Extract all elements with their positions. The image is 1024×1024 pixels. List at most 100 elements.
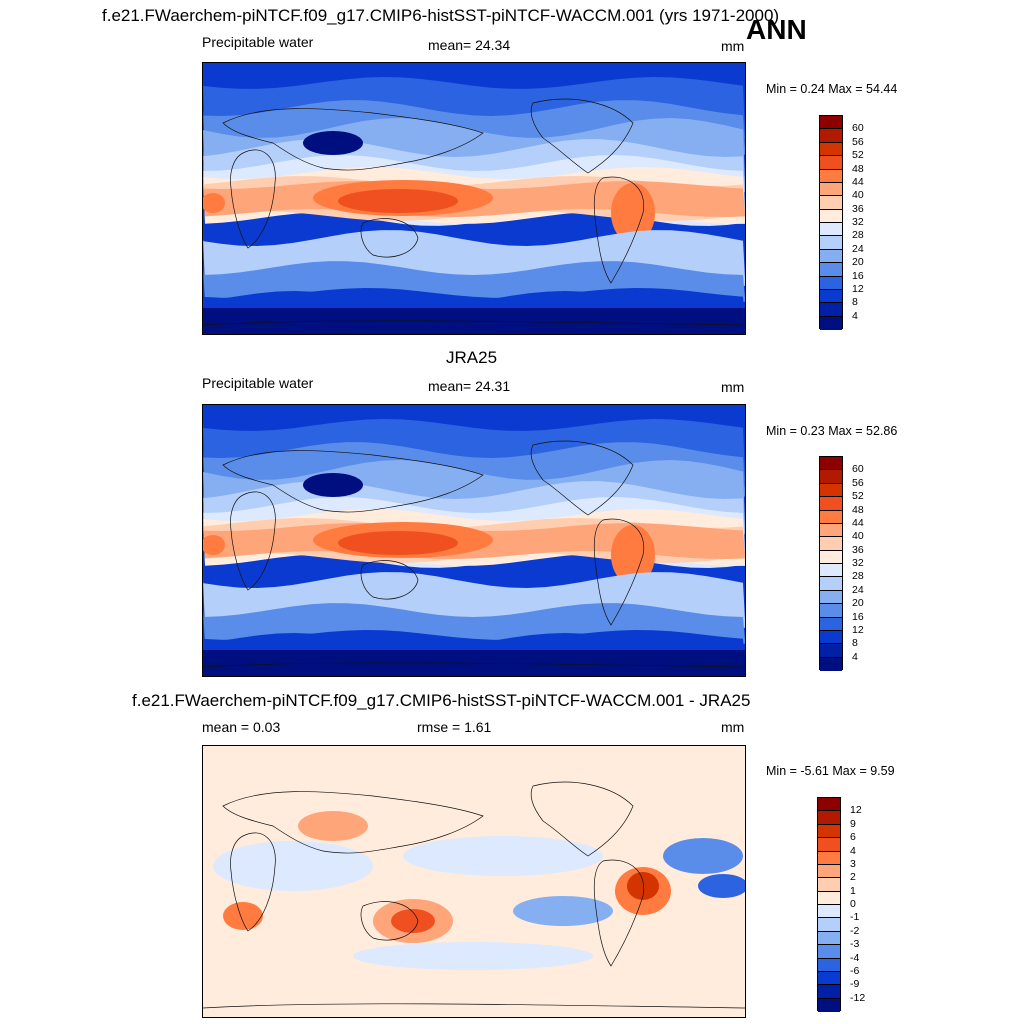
colorbar-tick-label: 40 — [852, 530, 864, 543]
colorbar-swatch — [820, 483, 842, 498]
colorbar-swatch — [818, 905, 840, 919]
colorbar-tick-label: 36 — [852, 202, 864, 215]
colorbar-swatch — [820, 590, 842, 605]
colorbar-tick-label: 4 — [850, 844, 856, 857]
panel3-map — [202, 745, 746, 1018]
colorbar-swatch — [820, 276, 842, 290]
colorbar-swatch — [820, 249, 842, 264]
colorbar-tick-label: 48 — [852, 162, 864, 175]
colorbar-tick-label: 44 — [852, 175, 864, 188]
colorbar-tick-label: 4 — [852, 309, 858, 322]
colorbar-swatch — [818, 838, 840, 852]
colorbar-tick-label: 8 — [852, 637, 858, 650]
colorbar-tick-label: 24 — [852, 242, 864, 255]
colorbar-tick-label: 16 — [852, 610, 864, 623]
panel3-mean-label: mean = 0.03 — [202, 719, 281, 735]
season-label: ANN — [746, 14, 807, 45]
colorbar-tick-label: 32 — [852, 557, 864, 569]
colorbar-swatch — [820, 657, 842, 671]
panel3-title: f.e21.FWaerchem-piNTCF.f09_g17.CMIP6-his… — [132, 691, 751, 710]
colorbar-tick-label: 48 — [852, 503, 864, 516]
colorbar-swatch — [820, 209, 842, 223]
colorbar-swatch — [820, 577, 842, 591]
colorbar-swatch — [820, 156, 842, 170]
colorbar-swatch — [820, 116, 842, 130]
colorbar-tick-label: -6 — [850, 964, 860, 977]
colorbar-swatch — [818, 985, 840, 999]
panel3-rmse-label: rmse = 1.61 — [417, 719, 492, 735]
colorbar-tick-label: -3 — [850, 938, 860, 951]
colorbar-tick-label: 40 — [852, 189, 864, 202]
colorbar-tick-label: 60 — [852, 122, 864, 135]
colorbar-swatch — [820, 263, 842, 277]
colorbar-swatch — [818, 931, 840, 946]
panel2-title: JRA25 — [446, 348, 498, 367]
colorbar-swatch — [820, 169, 842, 183]
colorbar-swatch — [818, 798, 840, 812]
colorbar-tick-label: 56 — [852, 476, 864, 489]
colorbar-tick-label: 28 — [852, 570, 864, 583]
colorbar-tick-label: 4 — [852, 650, 858, 663]
colorbar-tick-label: 32 — [852, 216, 864, 228]
colorbar-swatch — [820, 236, 842, 250]
colorbar-swatch — [820, 316, 842, 330]
colorbar-tick-label: 20 — [852, 256, 864, 269]
colorbar-tick-label: -1 — [850, 911, 860, 924]
panel3-minmax: Min = -5.61 Max = 9.59 — [766, 764, 895, 778]
colorbar-swatch — [820, 644, 842, 658]
colorbar-tick-label: -12 — [850, 991, 866, 1004]
colorbar-tick-label: 52 — [852, 149, 864, 162]
panel1-units-label: mm — [721, 38, 745, 54]
colorbar-swatch — [818, 851, 840, 865]
colorbar-swatch — [820, 537, 842, 551]
colorbar-swatch — [820, 142, 842, 157]
panel1-colorbar — [819, 115, 843, 330]
colorbar-swatch — [820, 303, 842, 317]
figure-title: f.e21.FWaerchem-piNTCF.f09_g17.CMIP6-his… — [102, 6, 780, 25]
panel1-minmax: Min = 0.24 Max = 54.44 — [766, 82, 898, 96]
colorbar-swatch — [818, 824, 840, 839]
panel3-colorbar — [817, 797, 841, 1012]
colorbar-swatch — [820, 129, 842, 143]
colorbar-tick-label: 60 — [852, 463, 864, 476]
panel1-mean-label: mean= 24.34 — [428, 37, 511, 53]
colorbar-tick-label: 3 — [850, 857, 856, 870]
colorbar-tick-label: 20 — [852, 597, 864, 610]
colorbar-swatch — [820, 630, 842, 645]
panel1-variable-label: Precipitable water — [202, 34, 314, 50]
colorbar-swatch — [820, 196, 842, 210]
colorbar-swatch — [818, 971, 840, 986]
colorbar-tick-label: 12 — [852, 282, 864, 295]
colorbar-tick-label: 0 — [850, 898, 856, 910]
panel1-map — [202, 62, 746, 335]
colorbar-tick-label: -4 — [850, 951, 860, 964]
colorbar-swatch — [820, 223, 842, 237]
panel2-mean-label: mean= 24.31 — [428, 378, 511, 394]
colorbar-tick-label: 9 — [850, 817, 856, 830]
colorbar-swatch — [818, 918, 840, 932]
colorbar-swatch — [818, 998, 840, 1012]
colorbar-swatch — [820, 510, 842, 524]
colorbar-swatch — [820, 617, 842, 631]
colorbar-tick-label: 2 — [850, 871, 856, 884]
panel2-colorbar — [819, 456, 843, 671]
colorbar-swatch — [818, 878, 840, 892]
colorbar-tick-label: -9 — [850, 978, 860, 991]
colorbar-tick-label: 24 — [852, 583, 864, 596]
colorbar-swatch — [818, 945, 840, 959]
colorbar-swatch — [820, 523, 842, 538]
colorbar-tick-label: 12 — [852, 623, 864, 636]
colorbar-tick-label: -2 — [850, 924, 860, 937]
colorbar-swatch — [818, 958, 840, 972]
colorbar-tick-label: 44 — [852, 516, 864, 529]
colorbar-tick-label: 8 — [852, 296, 858, 309]
colorbar-tick-label: 36 — [852, 543, 864, 556]
colorbar-swatch — [820, 457, 842, 471]
colorbar-tick-label: 12 — [850, 804, 862, 817]
panel2-units-label: mm — [721, 379, 745, 395]
panel2-minmax: Min = 0.23 Max = 52.86 — [766, 424, 898, 438]
colorbar-tick-label: 28 — [852, 229, 864, 242]
panel2-variable-label: Precipitable water — [202, 375, 314, 391]
colorbar-swatch — [820, 182, 842, 197]
colorbar-tick-label: 56 — [852, 135, 864, 148]
